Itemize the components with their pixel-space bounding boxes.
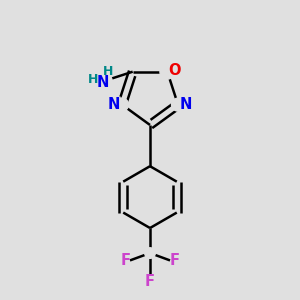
Text: O: O: [169, 63, 181, 78]
Text: N: N: [180, 97, 192, 112]
Text: F: F: [170, 253, 180, 268]
Circle shape: [116, 98, 128, 111]
Circle shape: [160, 64, 175, 79]
Text: H: H: [88, 73, 99, 86]
Circle shape: [97, 74, 112, 88]
Circle shape: [172, 98, 184, 111]
Circle shape: [145, 248, 155, 258]
Text: N: N: [108, 97, 120, 112]
Text: H: H: [103, 64, 114, 78]
Text: F: F: [120, 253, 130, 268]
Text: N: N: [97, 75, 110, 90]
Text: F: F: [145, 274, 155, 289]
